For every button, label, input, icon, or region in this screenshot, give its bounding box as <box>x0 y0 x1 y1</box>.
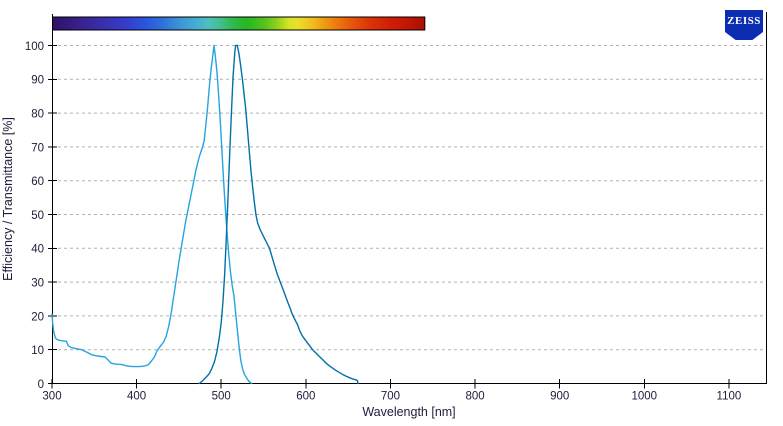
x-tick-label: 500 <box>212 391 231 403</box>
axis-tick-labels: 0 10 20 30 40 50 60 70 80 90 100 300 400 500 600 700 800… <box>25 41 741 403</box>
y-tick-label: 70 <box>31 142 44 154</box>
spectra-curves <box>51 44 359 385</box>
x-tick-label: 700 <box>381 391 400 403</box>
x-tick-label: 1000 <box>632 391 658 403</box>
y-tick-label: 30 <box>31 277 44 289</box>
zeiss-logo-beam <box>725 32 763 40</box>
y-tick-label: 40 <box>31 244 44 256</box>
zeiss-logo-box: ZEISS <box>725 10 763 32</box>
axis-ticks <box>48 45 730 389</box>
y-tick-label: 90 <box>31 75 44 87</box>
y-tick-label: 80 <box>31 108 44 120</box>
x-tick-label: 800 <box>465 391 484 403</box>
y-axis-title: Efficiency / Transmittance [%] <box>1 117 15 281</box>
y-tick-label: 60 <box>31 176 44 188</box>
x-tick-label: 600 <box>296 391 315 403</box>
zeiss-logo: ZEISS <box>725 10 763 40</box>
y-tick-label: 0 <box>38 379 44 391</box>
y-tick-label: 20 <box>31 311 44 323</box>
x-tick-label: 900 <box>550 391 569 403</box>
gridlines <box>52 45 767 351</box>
excitation-spectrum-curve <box>51 44 253 385</box>
axes <box>52 12 767 384</box>
x-axis-title: Wavelength [nm] <box>362 405 455 419</box>
x-tick-label: 1100 <box>717 391 742 403</box>
y-tick-label: 100 <box>25 41 44 53</box>
y-tick-label: 10 <box>31 345 44 357</box>
wavelength-spectrum-bar <box>52 16 426 31</box>
emission-spectrum-curve <box>198 44 359 385</box>
x-tick-label: 300 <box>42 391 61 403</box>
zeiss-wordmark: ZEISS <box>727 15 761 27</box>
y-tick-label: 50 <box>31 210 44 222</box>
x-tick-label: 400 <box>127 391 146 403</box>
